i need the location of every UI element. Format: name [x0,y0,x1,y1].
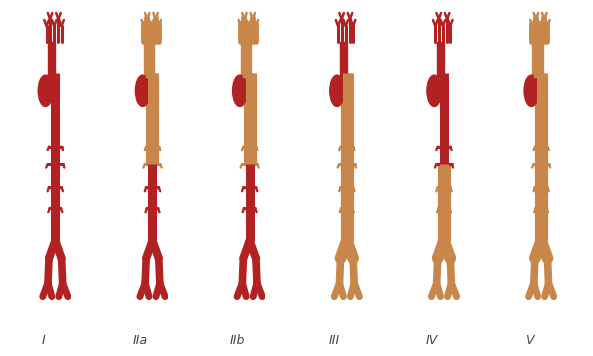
Text: V: V [525,334,533,347]
Ellipse shape [135,75,150,106]
Ellipse shape [427,75,442,106]
Text: I: I [42,334,45,347]
Text: III: III [329,334,340,347]
Text: IV: IV [426,334,438,347]
Text: IIb: IIb [229,334,245,347]
Ellipse shape [232,75,247,106]
Ellipse shape [38,75,53,106]
Text: IIa: IIa [133,334,148,347]
Ellipse shape [330,75,345,106]
Ellipse shape [524,75,538,106]
